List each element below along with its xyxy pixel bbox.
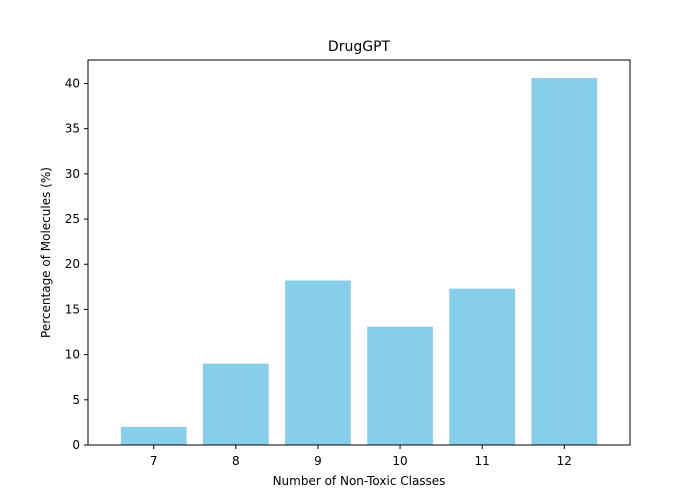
y-ticks-group: 0 5 10 15 20 25 30 35 40: [65, 76, 88, 452]
x-tick-label: 10: [392, 454, 407, 468]
y-axis-label: Percentage of Molecules (%): [39, 167, 53, 338]
y-tick-label: 35: [65, 122, 80, 136]
plot-frame: [87, 59, 631, 446]
bar-7: [120, 426, 187, 445]
y-tick-label: 40: [65, 76, 80, 90]
bar-8: [202, 363, 269, 445]
bar-11: [449, 288, 516, 445]
x-tick-label: 12: [557, 454, 572, 468]
x-tick-label: 8: [232, 454, 240, 468]
y-tick-label: 5: [72, 393, 80, 407]
bar-9: [285, 280, 351, 445]
y-tick-label: 30: [65, 167, 80, 181]
x-tick-label: 7: [150, 454, 158, 468]
bar-12: [531, 78, 598, 445]
y-tick-label: 25: [65, 212, 80, 226]
chart-title: DrugGPT: [328, 39, 391, 55]
y-tick-label: 20: [65, 257, 80, 271]
y-tick-label: 10: [65, 348, 80, 362]
bar-10: [367, 326, 433, 445]
y-tick-label: 15: [65, 302, 80, 316]
x-axis-label: Number of Non-Toxic Classes: [273, 474, 446, 488]
x-tick-label: 9: [314, 454, 322, 468]
x-tick-label: 11: [475, 454, 490, 468]
x-ticks-group: 7 8 9 10 11 12: [150, 445, 572, 468]
bars-group: [120, 78, 598, 445]
y-tick-label: 0: [72, 438, 80, 452]
